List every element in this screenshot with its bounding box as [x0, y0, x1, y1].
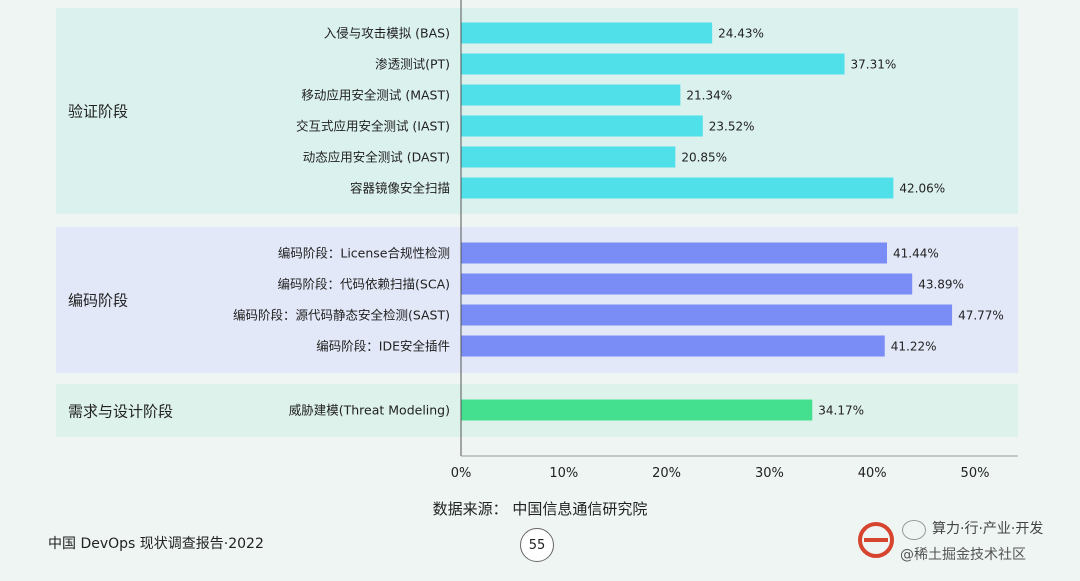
data-label: 24.43%: [718, 27, 764, 41]
watermark: 算力·行·产业·开发 @稀土掘金技术社区: [856, 514, 1076, 574]
bar: [461, 304, 953, 326]
group-label: 编码阶段: [68, 291, 129, 310]
category-label: 编码阶段：源代码静态安全检测(SAST): [233, 308, 450, 323]
data-label: 37.31%: [851, 58, 897, 72]
watermark-top-text: 算力·行·产业·开发: [932, 521, 1044, 537]
bar: [461, 242, 888, 264]
category-label: 编码阶段：IDE安全插件: [316, 339, 450, 354]
watermark-bottom-text: @稀土掘金技术社区: [900, 547, 1026, 563]
report-title: 中国 DevOps 现状调查报告·2022: [48, 536, 264, 552]
x-tick-label: 0%: [451, 466, 472, 481]
bar: [461, 399, 813, 421]
group-label: 需求与设计阶段: [68, 402, 174, 420]
data-label: 42.06%: [899, 182, 945, 196]
category-label: 编码阶段：代码依赖扫描(SCA): [278, 277, 450, 292]
data-label: 34.17%: [818, 404, 864, 418]
chat-icon: [902, 520, 926, 540]
category-label: 移动应用安全测试 (MAST): [301, 88, 450, 103]
category-label: 动态应用安全测试 (DAST): [303, 150, 450, 165]
bar: [461, 22, 713, 44]
bar: [461, 115, 703, 137]
data-label: 47.77%: [958, 309, 1004, 323]
bar: [461, 84, 681, 106]
category-label: 入侵与攻击模拟 (BAS): [324, 26, 450, 41]
bar-chart: 入侵与攻击模拟 (BAS) 24.43% 渗透测试(PT) 37.31% 移动应用安全测…: [233, 0, 1018, 481]
x-tick-label: 10%: [549, 466, 578, 481]
data-label: 21.34%: [686, 89, 732, 103]
logo-icon: [858, 522, 894, 558]
x-tick-label: 30%: [755, 466, 784, 481]
x-tick-label: 20%: [652, 466, 681, 481]
group-label: 验证阶段: [68, 102, 129, 121]
bar: [461, 53, 845, 75]
category-label: 容器镜像安全扫描: [350, 181, 450, 196]
data-label: 20.85%: [681, 151, 727, 165]
x-tick-label: 40%: [858, 466, 887, 481]
bar: [461, 177, 894, 199]
category-label: 威胁建模(Threat Modeling): [289, 403, 450, 418]
category-label: 交互式应用安全测试 (IAST): [296, 119, 450, 134]
x-tick-label: 50%: [961, 466, 990, 481]
page-number: 55: [520, 528, 554, 562]
bar: [461, 146, 676, 168]
category-label: 渗透测试(PT): [375, 57, 450, 72]
data-source: 数据来源： 中国信息通信研究院: [432, 500, 648, 518]
bar: [461, 273, 913, 295]
bar: [461, 335, 885, 357]
category-label: 编码阶段：License合规性检测: [278, 246, 450, 261]
data-label: 41.44%: [893, 247, 939, 261]
data-label: 43.89%: [918, 278, 964, 292]
data-label: 41.22%: [891, 340, 937, 354]
data-label: 23.52%: [709, 120, 755, 134]
